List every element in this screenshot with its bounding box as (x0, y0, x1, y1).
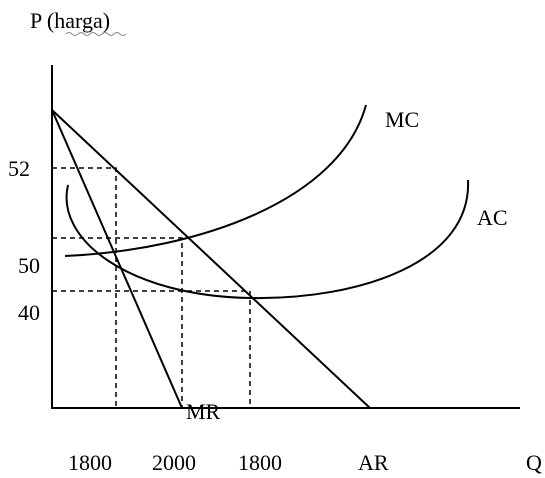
x-axis-title: Q (526, 450, 542, 475)
ar-line (51, 109, 371, 409)
y-label: 50 (18, 253, 40, 278)
y-axis-title: P (harga) (30, 8, 110, 33)
guide-line (52, 237, 183, 408)
spell-underline (65, 32, 127, 36)
mc-curve (64, 104, 367, 257)
x-label: 1800 (68, 450, 112, 475)
x-label: 1800 (238, 450, 282, 475)
mr-line (51, 109, 183, 409)
curve-label: MC (385, 107, 419, 132)
guide-line (52, 167, 117, 408)
x-label: 2000 (152, 450, 196, 475)
x-label: AR (358, 450, 389, 475)
curve-label: MR (186, 399, 221, 424)
ac-curve (65, 179, 470, 300)
y-label: 52 (8, 156, 30, 181)
y-label: 40 (18, 300, 40, 325)
guide-line (52, 290, 251, 408)
curve-label: AC (477, 205, 508, 230)
